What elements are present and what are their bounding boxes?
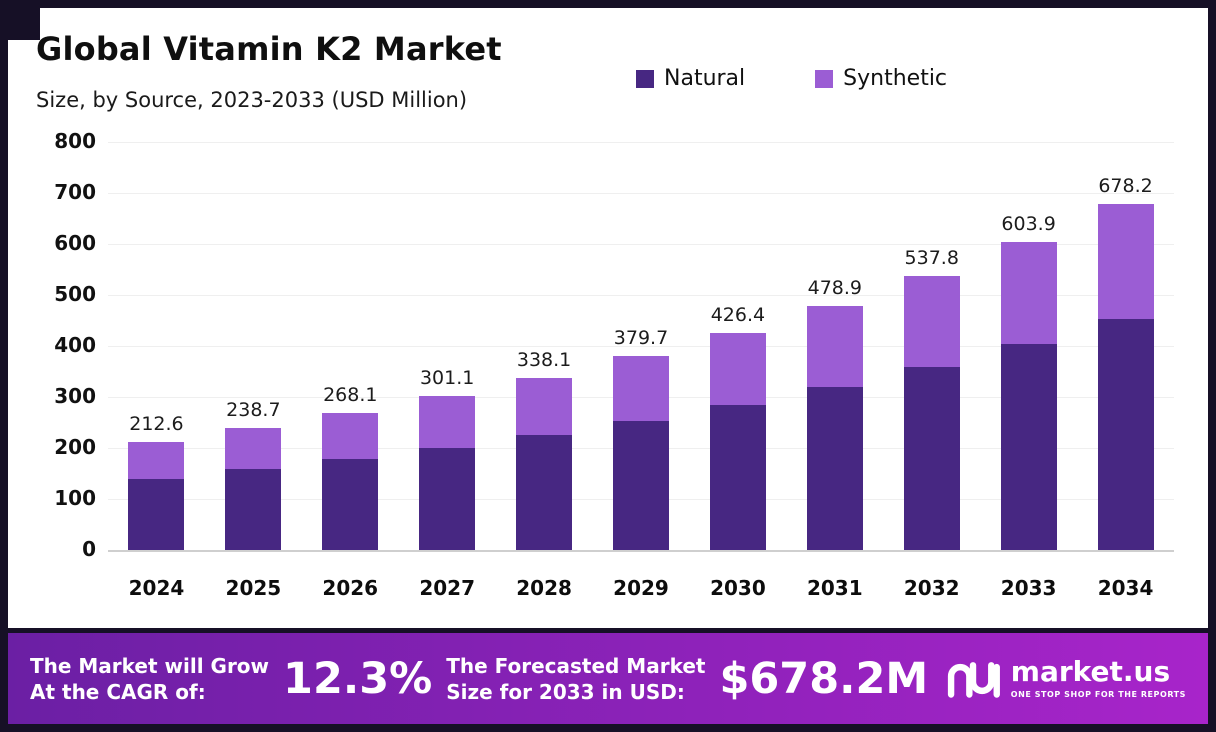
x-axis-label: 2029 xyxy=(613,576,669,600)
bar-segment-synthetic xyxy=(128,441,185,479)
bar-total-label: 238.7 xyxy=(226,399,281,422)
x-axis-label: 2028 xyxy=(516,576,572,600)
x-axis-label: 2030 xyxy=(710,576,766,600)
x-axis-label: 2026 xyxy=(322,576,379,600)
page-subtitle: Size, by Source, 2023-2033 (USD Million) xyxy=(36,88,468,112)
gridline xyxy=(108,295,1174,296)
bar-segment-synthetic xyxy=(1000,242,1057,345)
gridline xyxy=(108,142,1174,143)
y-axis-tick-label: 0 xyxy=(82,537,96,561)
bar-segment-synthetic xyxy=(516,377,573,436)
bar-column: 537.8 xyxy=(903,246,960,550)
forecast-value: $678.2M xyxy=(719,653,929,704)
legend-item-synthetic: Synthetic xyxy=(815,66,947,91)
bar-segment-natural xyxy=(806,387,863,550)
chart-panel: Global Vitamin K2 Market Size, by Source… xyxy=(8,8,1208,724)
bar-segment-synthetic xyxy=(806,305,863,388)
forecast-label: The Forecasted Market Size for 2033 in U… xyxy=(446,653,705,705)
y-axis-tick-label: 700 xyxy=(54,180,96,204)
bar-total-label: 301.1 xyxy=(419,367,475,390)
bar-segment-natural xyxy=(419,448,476,550)
brand-logo: market.us ONE STOP SHOP FOR THE REPORTS xyxy=(945,658,1186,700)
y-axis-tick-label: 400 xyxy=(54,333,96,357)
bar-column: 301.1 xyxy=(419,367,476,550)
bar-total-label: 212.6 xyxy=(129,412,184,435)
chart-legend: Natural Synthetic xyxy=(636,66,947,91)
stacked-bar-chart: 0 100 200 300 400 500 600 700 800 212.6 238.7 268.… xyxy=(28,129,1174,622)
bar-segment-natural xyxy=(903,366,960,550)
bar-column: 678.2 xyxy=(1097,175,1154,550)
bar-segment-synthetic xyxy=(1097,204,1154,319)
brand-text: market.us ONE STOP SHOP FOR THE REPORTS xyxy=(1010,655,1186,700)
gridline xyxy=(108,244,1174,245)
y-axis: 0 100 200 300 400 500 600 700 800 xyxy=(28,129,96,561)
bar-column: 426.4 xyxy=(709,303,766,550)
legend-label: Natural xyxy=(664,66,746,91)
y-axis-tick-label: 100 xyxy=(54,486,96,510)
bar-segment-synthetic xyxy=(613,356,669,421)
y-axis-tick-label: 300 xyxy=(54,384,96,408)
brand-tagline: ONE STOP SHOP FOR THE REPORTS xyxy=(1010,690,1186,699)
bar-total-label: 537.8 xyxy=(904,246,959,269)
brand-name: market.us xyxy=(1010,655,1171,688)
legend-swatch xyxy=(815,69,834,88)
cagr-label: The Market will Grow At the CAGR of: xyxy=(30,653,269,705)
bar-total-label: 603.9 xyxy=(1001,213,1056,236)
bar-segment-natural xyxy=(1097,318,1154,550)
x-axis-label: 2027 xyxy=(419,576,476,600)
market-us-logo-icon xyxy=(947,661,1000,698)
bar-segment-synthetic xyxy=(419,396,476,448)
bar-total-label: 338.1 xyxy=(516,348,572,371)
bar-column: 338.1 xyxy=(516,348,573,550)
bar-segment-synthetic xyxy=(903,275,960,367)
x-axis-label: 2032 xyxy=(903,576,960,600)
bar-segment-natural xyxy=(516,435,573,550)
bar-total-label: 379.7 xyxy=(613,327,669,350)
bar-column: 478.9 xyxy=(806,276,863,550)
x-axis-label: 2031 xyxy=(806,576,863,600)
x-axis-label: 2034 xyxy=(1097,576,1154,600)
bar-segment-natural xyxy=(128,478,185,550)
legend-label: Synthetic xyxy=(843,66,948,91)
cagr-label-line2: At the CAGR of: xyxy=(30,679,206,704)
bar-total-label: 426.4 xyxy=(710,303,766,326)
cagr-value: 12.3% xyxy=(283,653,433,704)
plot-area: 212.6 238.7 268.1 301.1 338.1 379.7 426.4 478.9… xyxy=(108,142,1174,552)
corner-accent xyxy=(0,0,40,40)
legend-swatch xyxy=(636,69,654,88)
bar-segment-natural xyxy=(613,420,669,550)
bar-total-label: 478.9 xyxy=(807,276,863,299)
bar-segment-natural xyxy=(709,405,766,550)
bar-column: 603.9 xyxy=(1000,213,1057,550)
y-axis-tick-label: 200 xyxy=(54,435,96,459)
cagr-label-line1: The Market will Grow xyxy=(30,653,270,678)
x-axis: 2024 2025 2026 2027 2028 2029 2030 2031 2032 2033… xyxy=(108,576,1174,610)
y-axis-tick-label: 500 xyxy=(54,282,96,306)
bar-segment-synthetic xyxy=(709,332,766,406)
forecast-label-line2: Size for 2033 in USD: xyxy=(446,679,685,704)
x-axis-label: 2024 xyxy=(128,576,185,600)
footer-band: The Market will Grow At the CAGR of: 12.… xyxy=(8,628,1208,724)
bar-column: 212.6 xyxy=(128,412,185,550)
bar-segment-natural xyxy=(1000,344,1057,550)
bar-total-label: 678.2 xyxy=(1098,175,1153,198)
y-axis-tick-label: 600 xyxy=(54,231,96,255)
x-axis-label: 2025 xyxy=(225,576,282,600)
gridline xyxy=(108,346,1174,347)
bar-column: 379.7 xyxy=(613,327,669,550)
x-axis-label: 2033 xyxy=(1000,576,1057,600)
bar-column: 268.1 xyxy=(322,384,379,550)
page-title: Global Vitamin K2 Market xyxy=(36,30,502,68)
y-axis-tick-label: 800 xyxy=(54,129,96,153)
bar-column: 238.7 xyxy=(225,399,282,550)
bar-total-label: 268.1 xyxy=(323,384,378,407)
bar-segment-synthetic xyxy=(322,413,379,460)
bar-segment-natural xyxy=(322,459,379,550)
bar-segment-natural xyxy=(225,469,282,550)
legend-item-natural: Natural xyxy=(636,66,745,91)
bar-segment-synthetic xyxy=(225,428,282,470)
gridline xyxy=(108,193,1174,194)
forecast-label-line1: The Forecasted Market xyxy=(446,653,706,678)
